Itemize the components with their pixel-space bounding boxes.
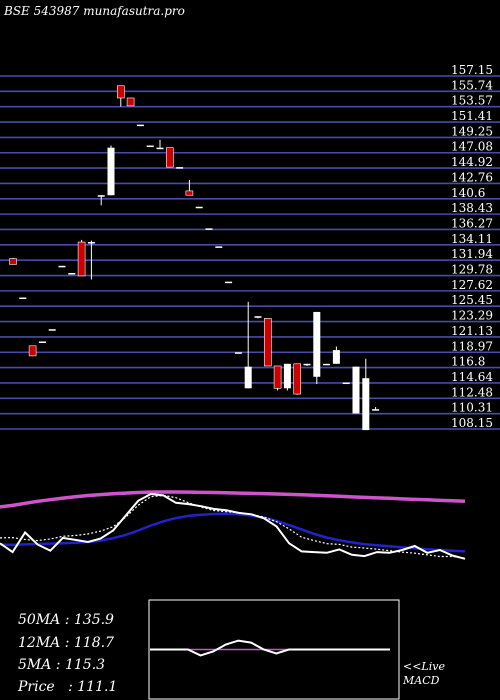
price-axis-label: 136.27: [451, 216, 493, 230]
candle-down: [28, 345, 37, 357]
candle-down: [126, 97, 135, 107]
price-axis-label: 121.13: [451, 324, 493, 338]
price-axis-label: 153.57: [451, 94, 493, 108]
candle-up: [234, 352, 242, 354]
price-axis-label: 129.78: [451, 263, 493, 277]
candle-up: [215, 246, 223, 248]
candle-up: [342, 382, 350, 385]
candle-up: [68, 273, 76, 275]
candle-up: [225, 281, 233, 284]
candle-up: [146, 145, 154, 148]
price-axis-label: 131.94: [451, 247, 493, 261]
candle-up: [303, 363, 311, 366]
candle-down: [117, 85, 125, 99]
live-label: <<Live: [403, 660, 445, 673]
candle-up: [19, 297, 27, 300]
candle-up: [323, 363, 331, 366]
candle-up: [372, 409, 380, 411]
ma12-readout: 12MA : 118.7: [18, 635, 114, 651]
price-axis-label: 149.25: [451, 124, 493, 138]
candle-up: [87, 242, 95, 244]
candle-down: [166, 147, 174, 168]
candle-up: [48, 329, 56, 331]
candle-down: [185, 190, 194, 196]
price-axis-label: 140.6: [451, 186, 485, 200]
price-axis-label: 134.11: [451, 232, 493, 246]
candle-up: [58, 265, 66, 268]
ma-series-line: [0, 492, 466, 560]
ma-series-line: [0, 490, 466, 509]
price-axis-label: 125.45: [451, 293, 493, 307]
candle-up: [283, 363, 291, 389]
candle-up: [176, 167, 184, 169]
candle-up: [352, 366, 360, 414]
candle-down: [77, 241, 86, 277]
macd-label: MACD: [403, 674, 440, 687]
price-axis-label: 110.31: [451, 401, 493, 415]
price-axis-label: 118.97: [451, 339, 493, 353]
price-axis-label: 157.15: [451, 63, 493, 77]
candle-up: [313, 311, 321, 377]
candle-up: [195, 206, 203, 209]
price-axis-label: 142.76: [451, 170, 493, 184]
price-axis-label: 155.74: [451, 78, 493, 92]
price-axis-label: 108.15: [451, 416, 493, 430]
candle-up: [97, 195, 105, 197]
candlestick-series: [9, 85, 380, 431]
candle-up: [362, 378, 370, 431]
candle-up: [244, 366, 252, 389]
candle-up: [254, 316, 262, 318]
price-axis-label: 144.92: [451, 155, 493, 169]
candle-up: [332, 350, 340, 364]
candle-down: [263, 318, 272, 367]
ma-series-line: [0, 494, 466, 559]
price-axis-label: 112.48: [451, 385, 493, 399]
price-axis-label: 127.62: [451, 278, 493, 292]
price-axis-label: 116.8: [451, 355, 485, 369]
candle-up: [156, 147, 164, 150]
candle-up: [107, 147, 115, 196]
ma50-readout: 50MA : 135.9: [18, 612, 114, 628]
moving-average-panel: [0, 490, 466, 560]
price-axis-label: 114.64: [451, 370, 493, 384]
candle-up: [38, 341, 46, 343]
price-axis-label: 123.29: [451, 309, 493, 323]
macd-line: [150, 639, 390, 657]
ma-series-line: [0, 512, 466, 553]
ma5-readout: 5MA : 115.3: [18, 657, 106, 673]
watermark: BSE 543987 munafasutra.pro: [4, 4, 185, 18]
candle-down: [273, 365, 282, 389]
price-axis-label: 151.41: [451, 109, 493, 123]
candle-down: [9, 258, 17, 265]
macd-panel: [150, 639, 390, 657]
price-readout: Price : 111.1: [18, 679, 118, 695]
price-axis-label: 138.43: [451, 201, 493, 215]
candle-up: [205, 228, 213, 230]
candle-up: [136, 124, 144, 127]
candle-down: [293, 363, 302, 395]
price-axis-label: 147.08: [451, 140, 493, 154]
